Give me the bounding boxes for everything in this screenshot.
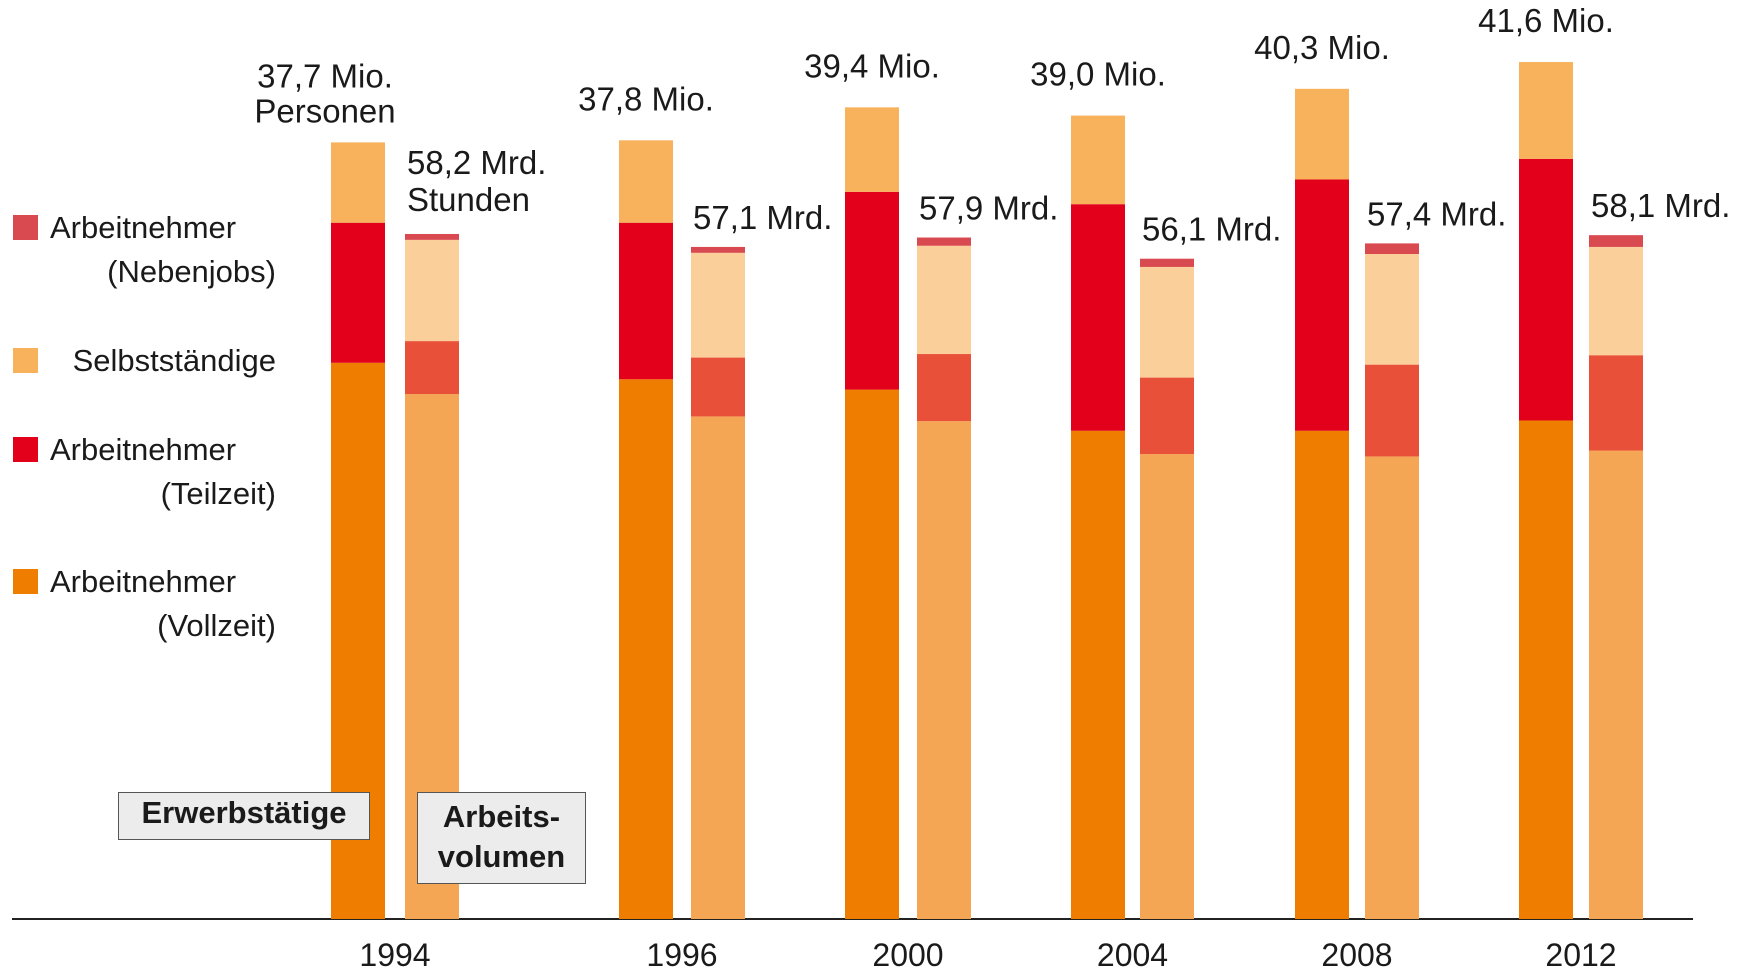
bar-segment — [845, 107, 899, 192]
bar-segment — [1140, 266, 1194, 378]
total-label: 41,6 Mio. — [1478, 2, 1614, 39]
total-label: 57,9 Mrd. — [919, 190, 1058, 227]
x-tick-label: 2004 — [1097, 937, 1168, 973]
bar-segment — [1295, 88, 1349, 180]
legend-label: Selbstständige — [72, 343, 276, 378]
total-label: 58,1 Mrd. — [1591, 187, 1730, 224]
x-tick-label: 2012 — [1545, 937, 1616, 973]
total-label: 58,2 Mrd. — [407, 144, 546, 181]
bar-segment — [691, 246, 745, 253]
bar-segment — [917, 354, 971, 422]
group-label: Erwerbstätige — [118, 792, 370, 840]
legend-label: Arbeitnehmer (Nebenjobs) — [50, 210, 276, 289]
legend-swatch — [13, 437, 38, 462]
total-label: 39,0 Mio. — [1030, 56, 1166, 93]
bar-segment — [1519, 158, 1573, 421]
x-tick-label: 1994 — [359, 937, 430, 973]
total-label: 37,7 Mio. — [257, 57, 393, 94]
total-label: 56,1 Mrd. — [1142, 211, 1281, 248]
bar-segment — [1365, 253, 1419, 365]
bar-segment — [1071, 115, 1125, 205]
total-label: 40,3 Mio. — [1254, 29, 1390, 66]
unit-label: Stunden — [407, 181, 530, 218]
bar-segment — [1071, 204, 1125, 431]
bar-segment — [1519, 420, 1573, 919]
group-label: Arbeits-volumen — [417, 792, 586, 884]
bar-segment — [691, 357, 745, 417]
bar-segment — [1519, 62, 1573, 159]
legend-label: Arbeitnehmer (Vollzeit) — [50, 564, 276, 643]
bar-segment — [405, 233, 459, 240]
legend-swatch — [13, 348, 38, 373]
x-tick-label: 2008 — [1321, 937, 1392, 973]
bar-segment — [619, 140, 673, 223]
bar-segment — [1140, 377, 1194, 455]
bar-segment — [845, 191, 899, 390]
bar-segment — [1365, 456, 1419, 919]
bar-segment — [1140, 258, 1194, 267]
bar-segment — [917, 237, 971, 246]
bar-segment — [1071, 430, 1125, 919]
bar-segment — [1365, 364, 1419, 457]
unit-label: Personen — [254, 92, 395, 129]
x-tick-label: 2000 — [872, 937, 943, 973]
legend-swatch — [13, 569, 38, 594]
bar-segment — [331, 142, 385, 223]
bar-segment — [845, 389, 899, 920]
total-label: 57,4 Mrd. — [1367, 195, 1506, 232]
total-label: 57,1 Mrd. — [693, 199, 832, 236]
bar-segment — [1589, 246, 1643, 356]
total-label: 39,4 Mio. — [804, 47, 940, 84]
bar-segment — [331, 222, 385, 363]
x-tick-label: 1996 — [646, 937, 717, 973]
bar-segment — [1295, 430, 1349, 919]
bar-segment — [1365, 243, 1419, 254]
bar-segment — [1140, 454, 1194, 919]
bar-segment — [1589, 450, 1643, 919]
bar-segment — [691, 252, 745, 358]
bar-segment — [691, 416, 745, 919]
bar-segment — [1589, 355, 1643, 451]
legend-swatch — [13, 215, 38, 240]
bar-segment — [917, 245, 971, 355]
bar-segment — [619, 222, 673, 380]
legend-label: Arbeitnehmer (Teilzeit) — [50, 432, 276, 511]
total-label: 37,8 Mio. — [578, 80, 714, 117]
bar-segment — [619, 379, 673, 919]
bar-segment — [405, 341, 459, 395]
bar-segment — [405, 239, 459, 342]
bar-segment — [1589, 235, 1643, 247]
bar-segment — [1295, 179, 1349, 431]
bar-segment — [917, 421, 971, 919]
